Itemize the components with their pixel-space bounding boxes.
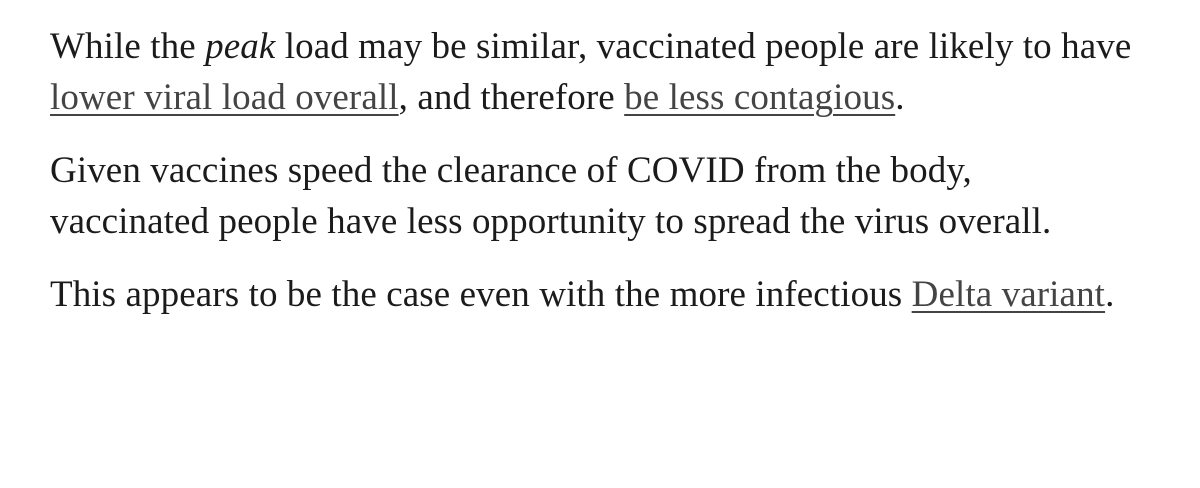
article-body: While the peak load may be similar, vacc… [50,21,1170,342]
paragraph-text: . [1105,274,1115,315]
paragraph-text: This appears to be the case even with th… [50,274,912,315]
paragraph-clearance: Given vaccines speed the clearance of CO… [50,150,1052,242]
paragraph-delta: This appears to be the case even with th… [50,269,1170,320]
paragraph-text: While the [50,26,206,67]
paragraph-text: . [895,77,905,118]
paragraph-text: , and therefore [398,77,625,118]
link-delta-variant[interactable]: Delta variant [911,274,1106,315]
link-lower-viral-load[interactable]: lower viral load overall [50,77,399,118]
paragraph-text: load may be similar, vaccinated people a… [275,26,1132,67]
paragraph-viral-load: While the peak load may be similar, vacc… [50,21,1170,123]
emphasis-peak: peak [205,26,276,67]
link-less-contagious[interactable]: be less contagious [624,77,896,118]
